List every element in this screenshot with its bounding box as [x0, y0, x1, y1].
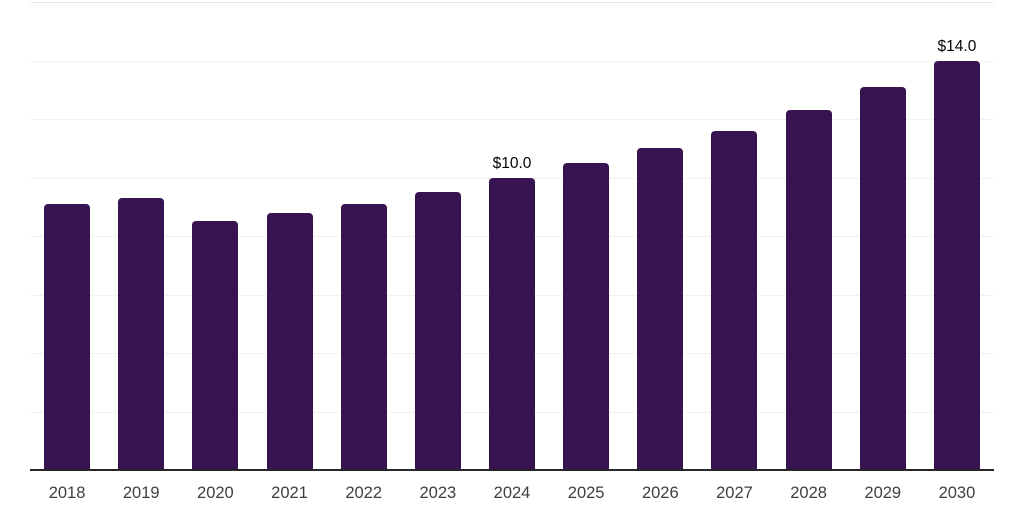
bar-2025: [563, 162, 610, 470]
x-tick-2019: 2019: [122, 484, 160, 502]
x-tick-2027: 2027: [716, 484, 753, 502]
x-tick-2029: 2029: [864, 484, 902, 502]
gridline-y-16: [30, 2, 994, 3]
x-tick-2030: 2030: [938, 484, 976, 502]
x-tick-2020: 2020: [197, 484, 234, 502]
bar-2018: [44, 203, 91, 470]
bar-2021: [266, 212, 313, 470]
x-tick-2023: 2023: [419, 484, 457, 502]
data-label-2024: $10.0: [492, 155, 532, 172]
bar-2024: [489, 177, 535, 470]
bar-2029: [859, 86, 906, 470]
bar-2020: [192, 221, 239, 470]
bar-2030: [933, 60, 980, 470]
x-tick-2021: 2021: [271, 484, 308, 502]
data-label-2030: $14.0: [937, 38, 977, 55]
bar-2019: [118, 197, 165, 470]
bar-2028: [785, 110, 832, 470]
bar-2026: [637, 148, 684, 470]
x-tick-2026: 2026: [641, 484, 679, 502]
bar-2027: [711, 130, 758, 470]
x-tick-2024: 2024: [493, 484, 531, 502]
gridline-y-12: [30, 119, 994, 120]
x-tick-2028: 2028: [790, 484, 827, 502]
gridline-y-14: [30, 60, 994, 62]
x-tick-2025: 2025: [567, 484, 605, 502]
bar-2022: [340, 203, 387, 470]
x-tick-2018: 2018: [48, 484, 86, 502]
x-axis-line: [30, 469, 994, 471]
x-tick-2022: 2022: [345, 484, 383, 502]
bar-2023: [414, 192, 461, 470]
